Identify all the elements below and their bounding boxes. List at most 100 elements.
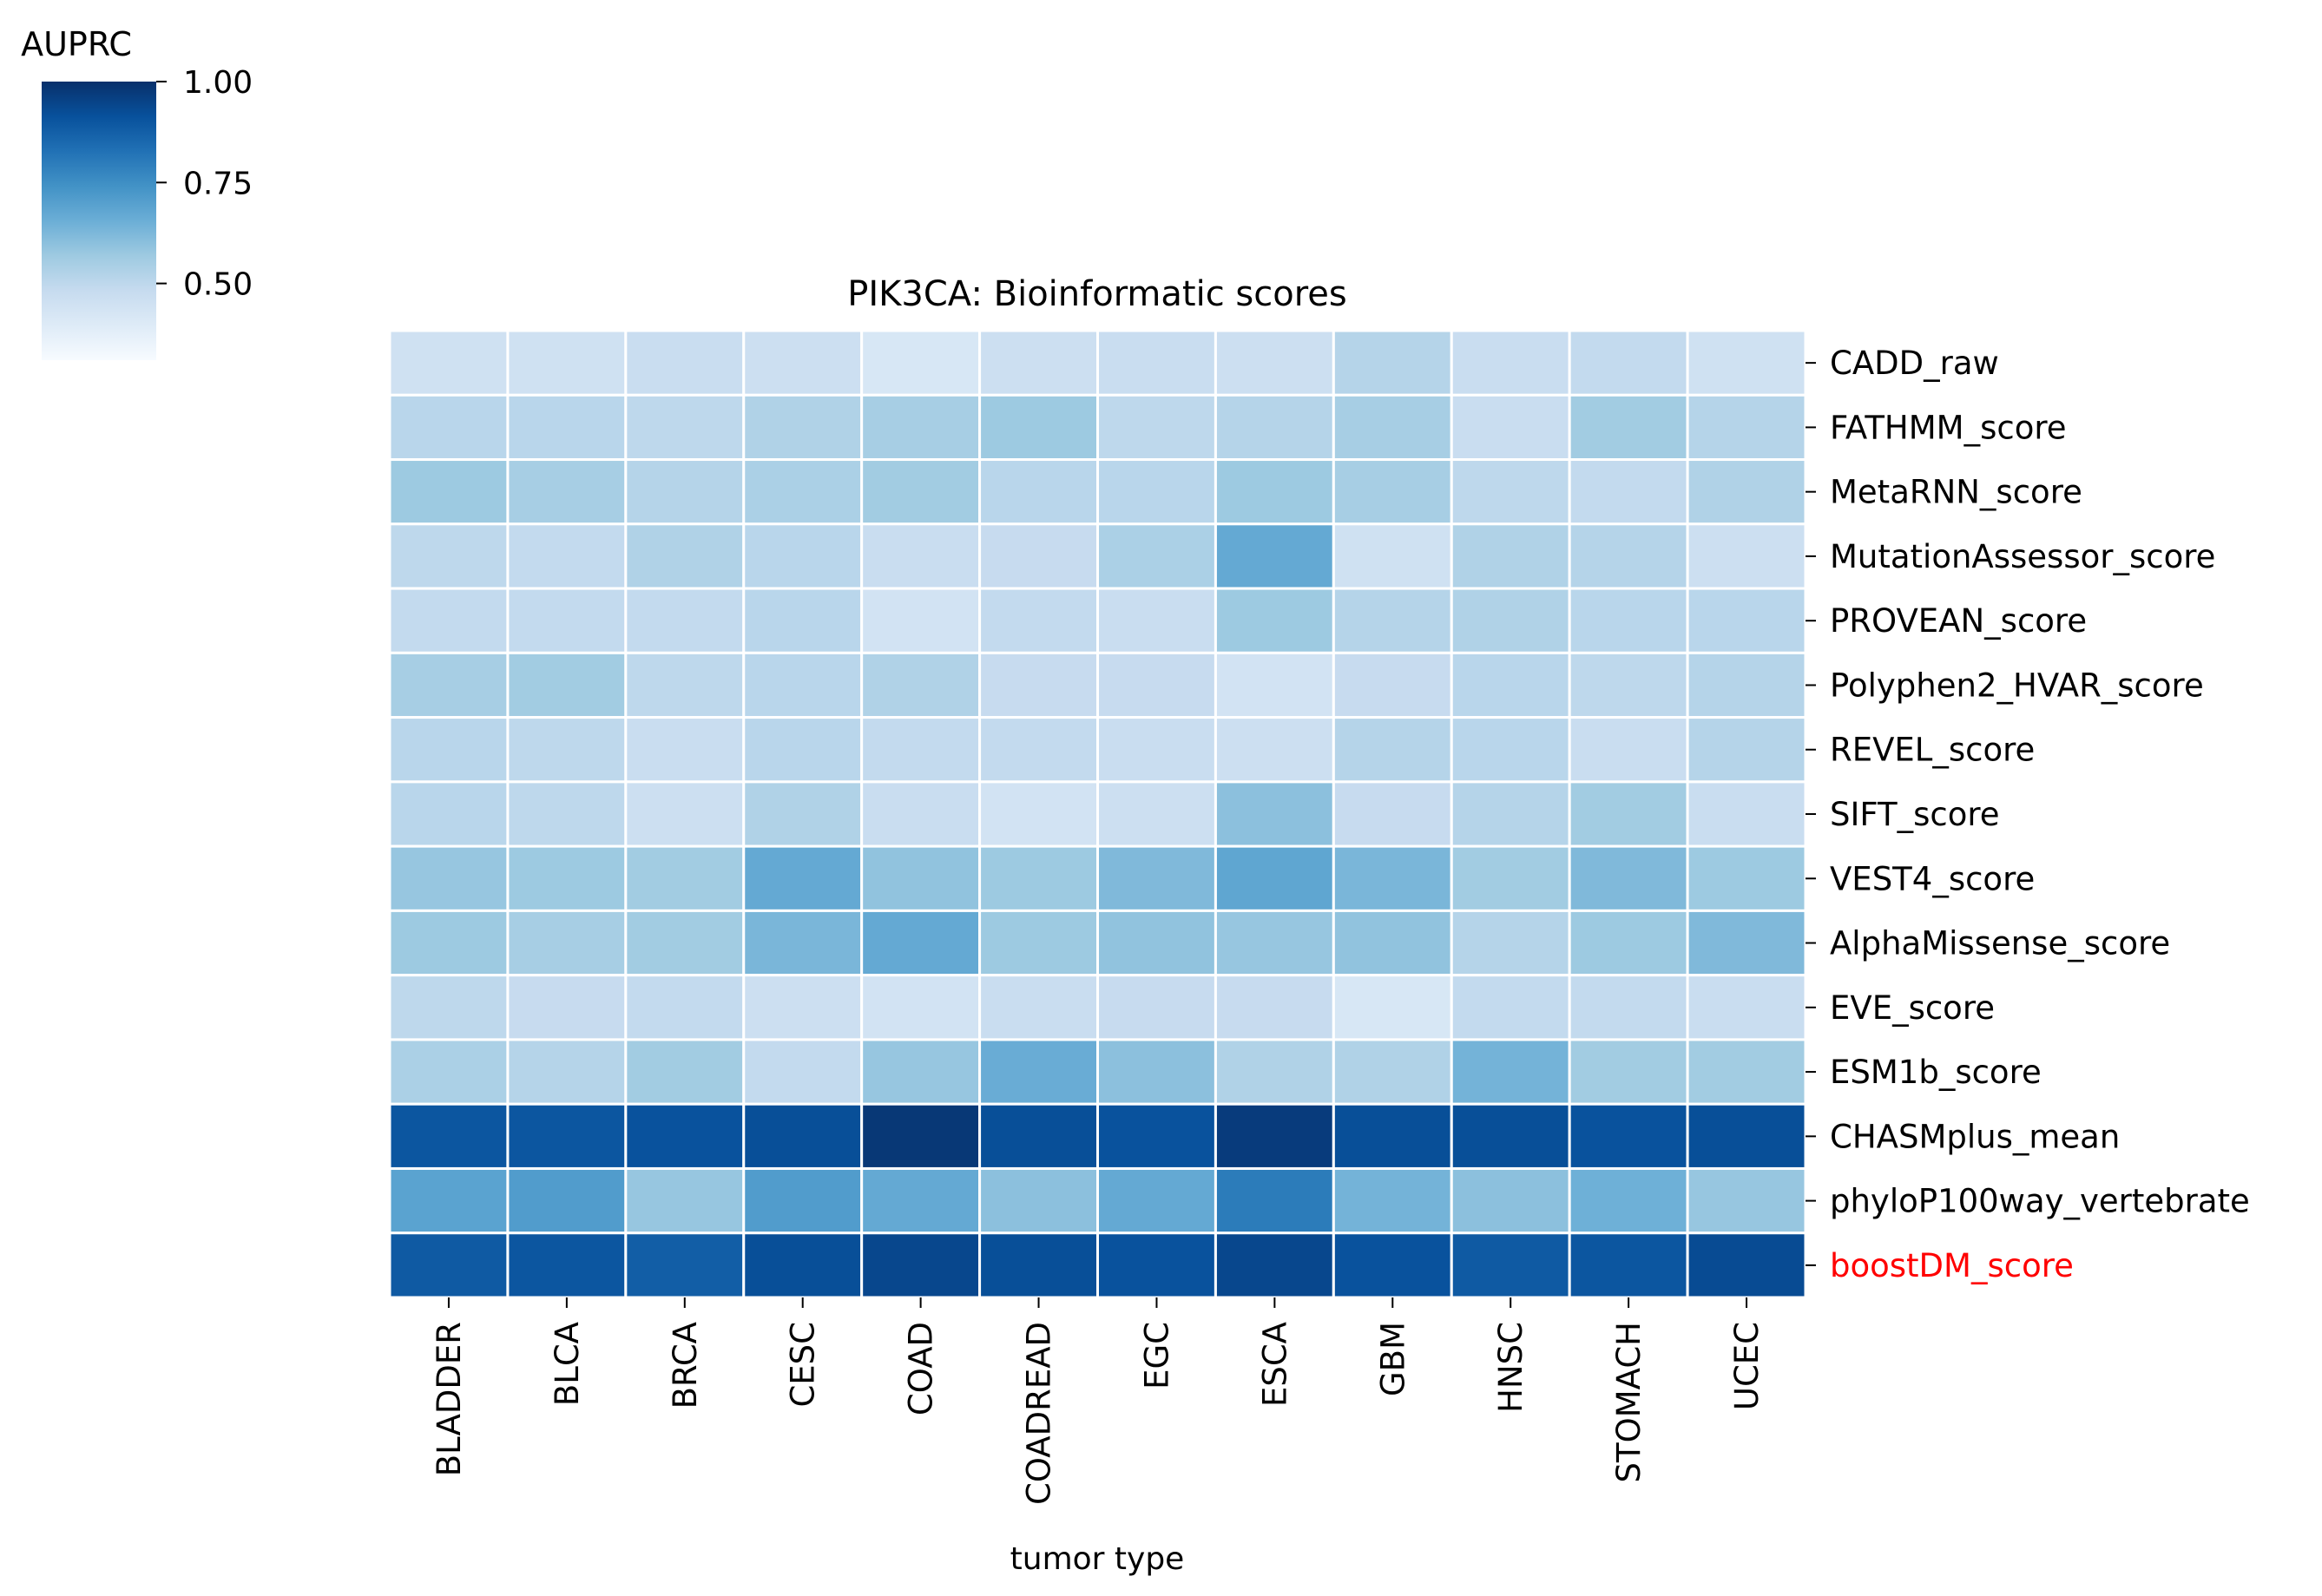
heatmap-cell: [388, 651, 510, 719]
heatmap-cell: [978, 844, 1100, 912]
heatmap-cell: [388, 844, 510, 912]
heatmap-cell: [506, 1231, 628, 1299]
heatmap-cell: [742, 651, 864, 719]
heatmap-cell: [1332, 329, 1453, 397]
row-label: MutationAssessor_score: [1830, 538, 2215, 575]
row-label: ESM1b_score: [1830, 1054, 2042, 1091]
heatmap-cell: [506, 522, 628, 590]
column-label: BLCA: [549, 1322, 586, 1406]
heatmap-cell: [1096, 974, 1217, 1041]
column-label: CESC: [785, 1322, 822, 1408]
heatmap-cell: [742, 780, 864, 848]
heatmap-cell: [624, 909, 746, 977]
heatmap-cell: [624, 974, 746, 1041]
heatmap-cell: [742, 1038, 864, 1106]
heatmap-cell: [1686, 651, 1807, 719]
heatmap-cell: [860, 974, 982, 1041]
heatmap-cell: [624, 844, 746, 912]
heatmap-cell: [1214, 1038, 1335, 1106]
heatmap-cell: [1214, 651, 1335, 719]
heatmap-cell: [1686, 329, 1807, 397]
heatmap-cell: [860, 780, 982, 848]
heatmap-cell: [388, 974, 510, 1041]
heatmap-cell: [1214, 458, 1335, 526]
heatmap-cell: [1332, 587, 1453, 654]
heatmap-cell: [624, 458, 746, 526]
heatmap-cell: [860, 716, 982, 784]
heatmap-cell: [1214, 1102, 1335, 1170]
heatmap-cell: [1332, 780, 1453, 848]
heatmap-cell: [978, 780, 1100, 848]
heatmap-cell: [1332, 651, 1453, 719]
heatmap-cell: [742, 716, 864, 784]
heatmap-cell: [388, 909, 510, 977]
heatmap-cell: [1450, 458, 1571, 526]
heatmap-cell: [1568, 1038, 1689, 1106]
heatmap-cell: [860, 587, 982, 654]
heatmap-cell: [1686, 587, 1807, 654]
heatmap-cell: [1332, 1231, 1453, 1299]
heatmap-cell: [1450, 974, 1571, 1041]
heatmap-cell: [742, 587, 864, 654]
column-label: HNSC: [1492, 1322, 1529, 1413]
heatmap-cell: [860, 909, 982, 977]
heatmap-cell: [1450, 522, 1571, 590]
heatmap-cell: [1214, 844, 1335, 912]
heatmap-cell: [388, 1231, 510, 1299]
heatmap-cell: [1332, 844, 1453, 912]
heatmap-cell: [860, 651, 982, 719]
heatmap-cell: [860, 1231, 982, 1299]
heatmap-cell: [506, 1102, 628, 1170]
row-label: VEST4_score: [1830, 860, 2035, 897]
heatmap-cell: [1332, 974, 1453, 1041]
row-label: PROVEAN_score: [1830, 602, 2087, 640]
row-label: MetaRNN_score: [1830, 474, 2082, 511]
heatmap-cell: [1332, 1166, 1453, 1235]
colorbar: AUPRC 0.50 0.75 1.00: [21, 25, 253, 360]
heatmap-cell: [1568, 587, 1689, 654]
heatmap-cell: [860, 1102, 982, 1170]
heatmap-cell: [742, 844, 864, 912]
heatmap-cell: [388, 458, 510, 526]
column-label: COAD: [903, 1322, 940, 1415]
heatmap-cell: [1096, 780, 1217, 848]
heatmap-cell: [1450, 909, 1571, 977]
heatmap-cell: [1096, 651, 1217, 719]
colorbar-tick-label: 0.50: [183, 267, 253, 303]
heatmap-cell: [388, 1102, 510, 1170]
heatmap-cell: [1332, 909, 1453, 977]
column-label: STOMACH: [1610, 1322, 1648, 1482]
row-label: CHASMplus_mean: [1830, 1118, 2120, 1155]
heatmap-cell: [978, 1038, 1100, 1106]
heatmap-cell: [860, 844, 982, 912]
heatmap-cell: [742, 522, 864, 590]
heatmap-cell: [1096, 844, 1217, 912]
heatmap-cell: [1568, 1166, 1689, 1235]
colorbar-ticks: 0.50 0.75 1.00: [156, 65, 253, 303]
heatmap-cell: [1332, 716, 1453, 784]
heatmap-cell: [1450, 393, 1571, 462]
heatmap-cell: [1450, 651, 1571, 719]
colorbar-gradient: [42, 82, 156, 360]
heatmap-cell: [860, 458, 982, 526]
heatmap-cell: [742, 329, 864, 397]
heatmap-cell: [624, 1102, 746, 1170]
heatmap-cell: [860, 1166, 982, 1235]
heatmap-cell: [506, 587, 628, 654]
heatmap-cell: [506, 909, 628, 977]
heatmap-cell: [1096, 587, 1217, 654]
heatmap-cell: [1450, 780, 1571, 848]
heatmap-cell: [624, 587, 746, 654]
column-label: GBM: [1374, 1322, 1411, 1396]
heatmap-cell: [1568, 393, 1689, 462]
heatmap-cell: [978, 1231, 1100, 1299]
heatmap-cell: [506, 780, 628, 848]
heatmap-cell: [978, 1102, 1100, 1170]
heatmap-cell: [624, 522, 746, 590]
row-label: EVE_score: [1830, 989, 1995, 1027]
heatmap-cell: [1686, 393, 1807, 462]
heatmap-cells: [388, 329, 1807, 1299]
heatmap-cell: [1214, 974, 1335, 1041]
column-label: COADREAD: [1021, 1322, 1058, 1505]
